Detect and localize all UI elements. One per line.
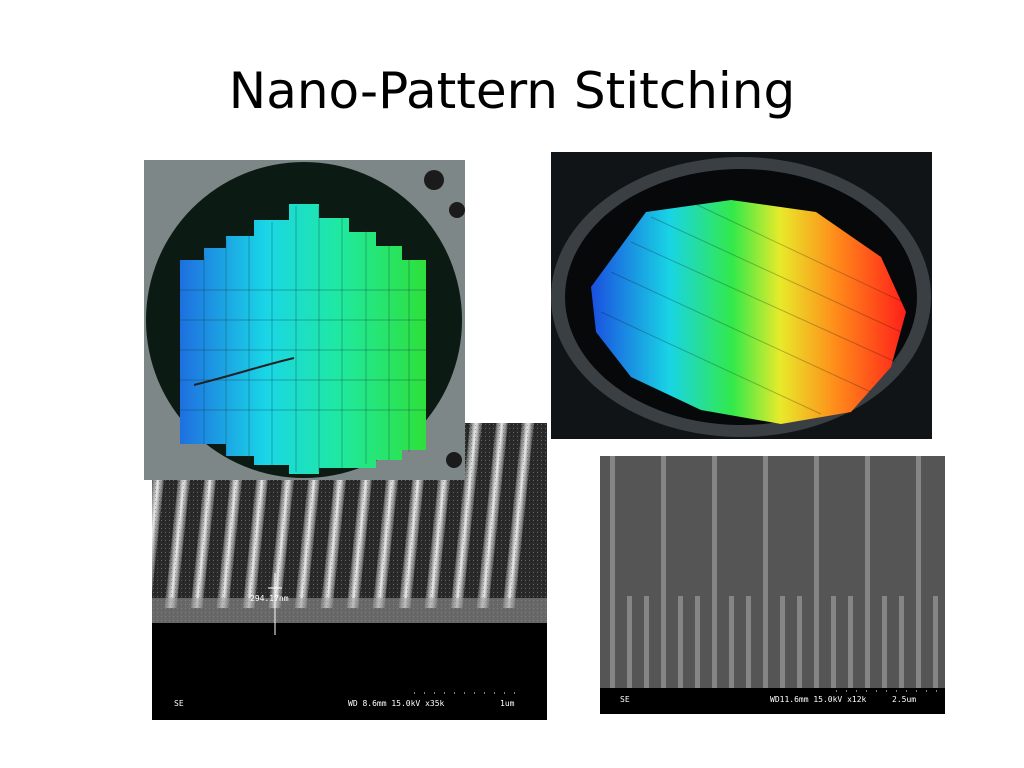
slide-title: Nano-Pattern Stitching [228,62,796,120]
sem-line [814,456,819,688]
sem-line [610,456,615,688]
sem-info-label: WD11.6mm 15.0kV x12k [770,695,867,704]
sem-line [763,456,768,688]
sem-line [848,596,853,688]
sem-line [780,596,785,688]
sem-line [831,596,836,688]
sem-line [729,596,734,688]
sem-line [678,596,683,688]
sem-line [916,456,921,688]
sem-line [644,596,649,688]
sem-mode-label: SE [620,695,630,704]
sem-line [746,596,751,688]
sem-scale-label: 1um [500,699,515,708]
sem-line [661,456,666,688]
sem-line [712,456,717,688]
sem-mode-label: SE [174,699,184,708]
sem-line [627,596,632,688]
sem-top-view-image: SE WD11.6mm 15.0kV x12k 2.5um [600,456,945,714]
sem-info-label: WD 8.6mm 15.0kV x35k [348,699,445,708]
sem-line [797,596,802,688]
sem-line [899,596,904,688]
sem-scale-label: 2.5um [892,695,916,704]
wafer-photo-green [144,160,465,480]
wafer-photo-rainbow [551,152,932,439]
measurement-label: 294.17nm [250,594,289,603]
sem-line [695,596,700,688]
sem-line [882,596,887,688]
sem-line [865,456,870,688]
sem-line [933,596,938,688]
